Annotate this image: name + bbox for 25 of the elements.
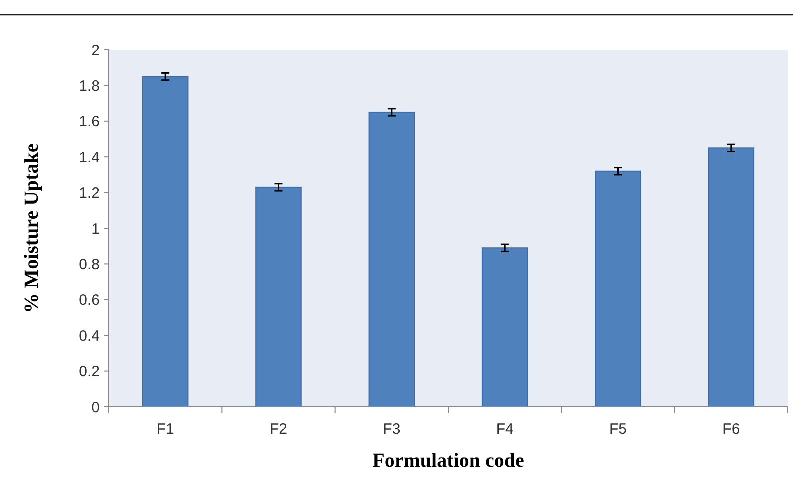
bar bbox=[256, 186, 302, 408]
y-tick-label: 0.4 bbox=[79, 328, 100, 345]
y-tick-label: 0 bbox=[92, 399, 100, 416]
y-tick-label: 1 bbox=[92, 220, 100, 238]
x-tick-label: F3 bbox=[383, 421, 401, 438]
x-tick-label: F5 bbox=[609, 421, 628, 438]
bar bbox=[708, 148, 755, 408]
y-tick-label: 0.6 bbox=[79, 292, 100, 310]
bar bbox=[595, 170, 642, 408]
x-tick-label: F2 bbox=[270, 421, 288, 438]
x-axis-title: Formulation code bbox=[372, 450, 524, 472]
y-tick-label: 2 bbox=[92, 42, 100, 60]
y-tick-label: 1.8 bbox=[79, 78, 100, 95]
x-tick-label: F1 bbox=[156, 421, 174, 438]
x-tick-label: F6 bbox=[722, 421, 740, 438]
y-tick-label: 0.2 bbox=[79, 364, 100, 381]
bar bbox=[142, 76, 189, 408]
y-tick-label: 1.4 bbox=[79, 149, 100, 166]
y-axis-title: % Moisture Uptake bbox=[21, 144, 43, 314]
bar bbox=[482, 248, 528, 408]
x-tick-label: F4 bbox=[496, 421, 514, 438]
y-tick-label: 1.2 bbox=[79, 185, 100, 202]
bar bbox=[368, 112, 416, 408]
y-tick-label: 1.6 bbox=[79, 114, 100, 131]
y-tick-label: 0.8 bbox=[79, 256, 100, 274]
